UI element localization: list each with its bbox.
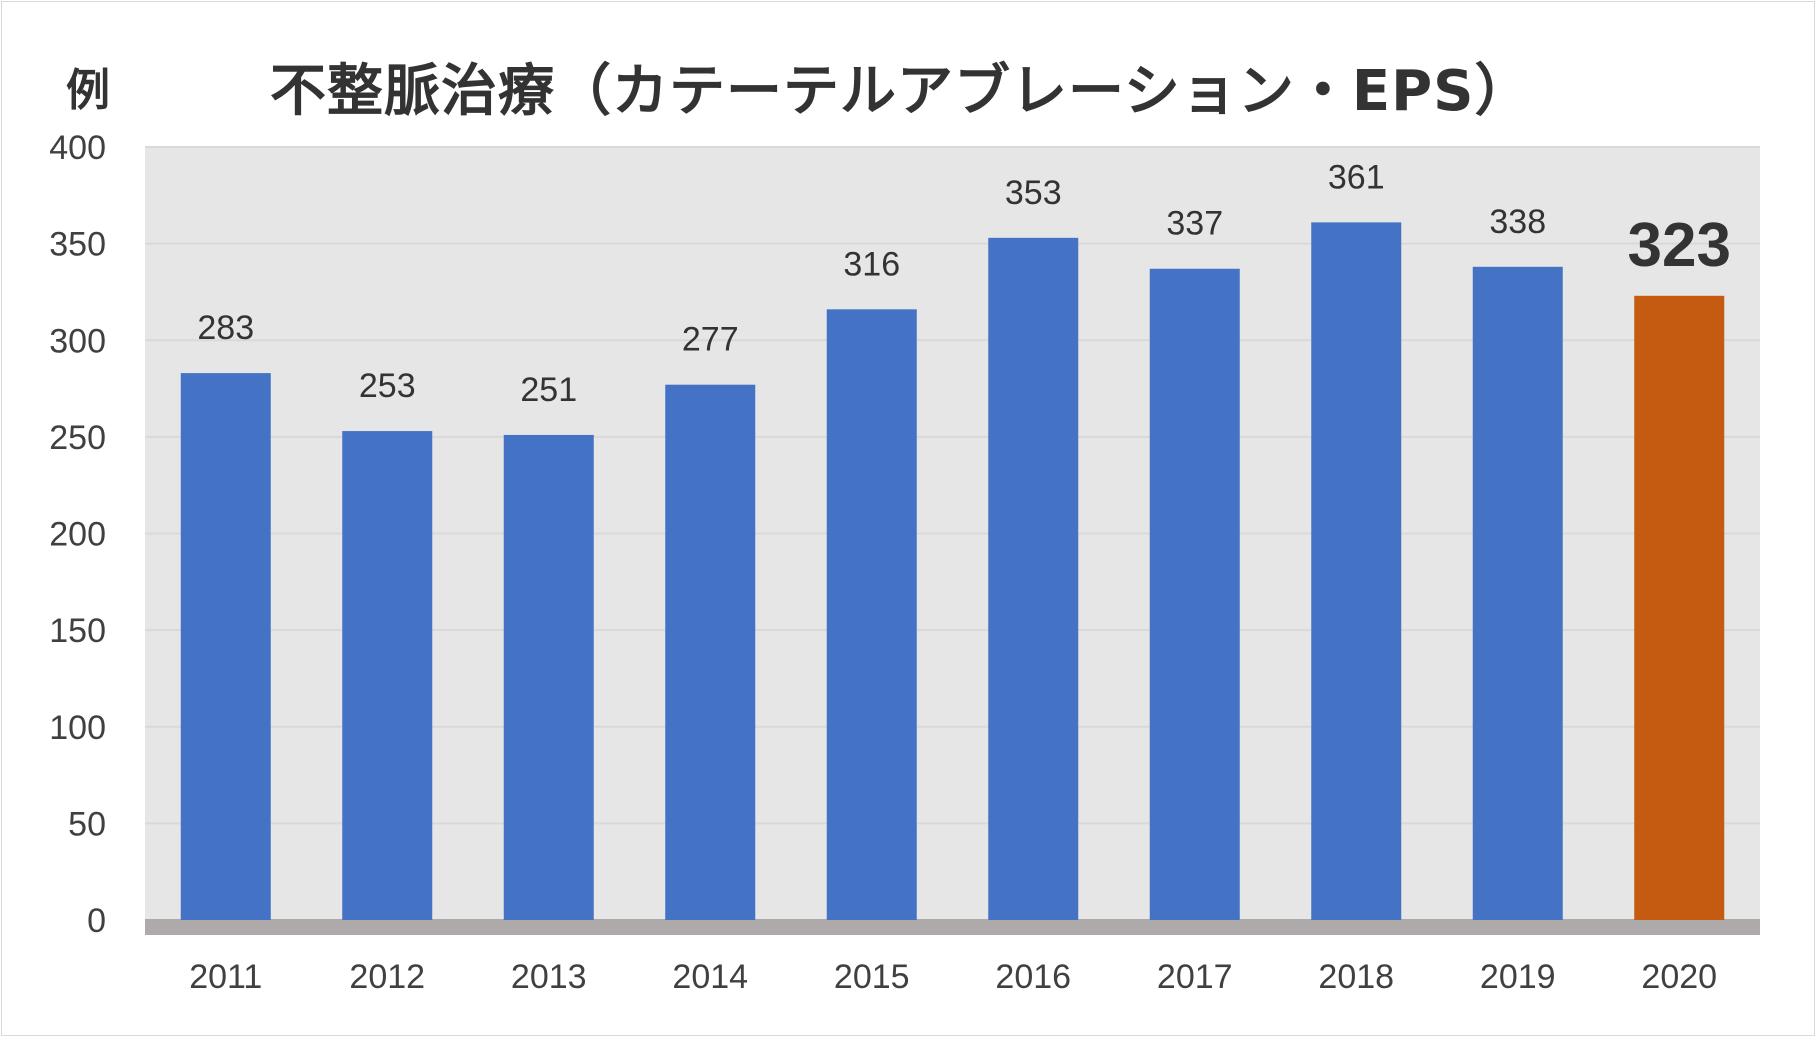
data-label: 338	[1489, 203, 1546, 241]
bar	[988, 237, 1079, 920]
x-tick-label: 2011	[189, 958, 262, 996]
y-axis-label: 例	[66, 65, 110, 116]
bar	[503, 434, 594, 920]
x-tick-label: 2013	[511, 958, 587, 996]
y-tick-label: 0	[87, 902, 106, 940]
data-label: 361	[1328, 158, 1385, 196]
chart-title: 不整脈治療（カテーテルアブレーション・EPS）	[270, 59, 1532, 124]
data-label: 283	[197, 309, 254, 347]
data-label: 337	[1166, 205, 1223, 243]
x-tick-label: 2015	[834, 958, 910, 996]
x-tick-label: 2017	[1157, 958, 1233, 996]
bar	[342, 431, 433, 920]
bar	[1311, 222, 1402, 920]
bar-highlight	[1634, 295, 1725, 920]
bar	[180, 373, 271, 920]
data-label: 253	[359, 367, 416, 405]
bar	[1149, 268, 1240, 920]
bar	[1472, 266, 1563, 920]
y-tick-label: 400	[49, 129, 106, 167]
x-axis-baseline	[145, 919, 1760, 935]
y-tick-label: 350	[49, 226, 106, 264]
x-tick-label: 2012	[349, 958, 425, 996]
x-tick-label: 2014	[672, 958, 748, 996]
data-label: 353	[1005, 174, 1062, 212]
x-tick-label: 2016	[995, 958, 1071, 996]
y-tick-label: 50	[68, 805, 106, 843]
bar	[826, 309, 917, 921]
y-tick-label: 250	[49, 419, 106, 457]
y-tick-label: 300	[49, 322, 106, 360]
bar	[665, 384, 756, 920]
y-tick-label: 150	[49, 612, 106, 650]
x-tick-label: 2019	[1480, 958, 1556, 996]
y-tick-label: 100	[49, 709, 106, 747]
data-label: 277	[682, 321, 739, 359]
x-tick-label: 2020	[1641, 958, 1717, 996]
x-tick-label: 2018	[1318, 958, 1394, 996]
data-label: 251	[520, 371, 577, 409]
data-label-highlight: 323	[1628, 211, 1731, 280]
data-label: 316	[843, 245, 900, 283]
y-tick-label: 200	[49, 516, 106, 554]
